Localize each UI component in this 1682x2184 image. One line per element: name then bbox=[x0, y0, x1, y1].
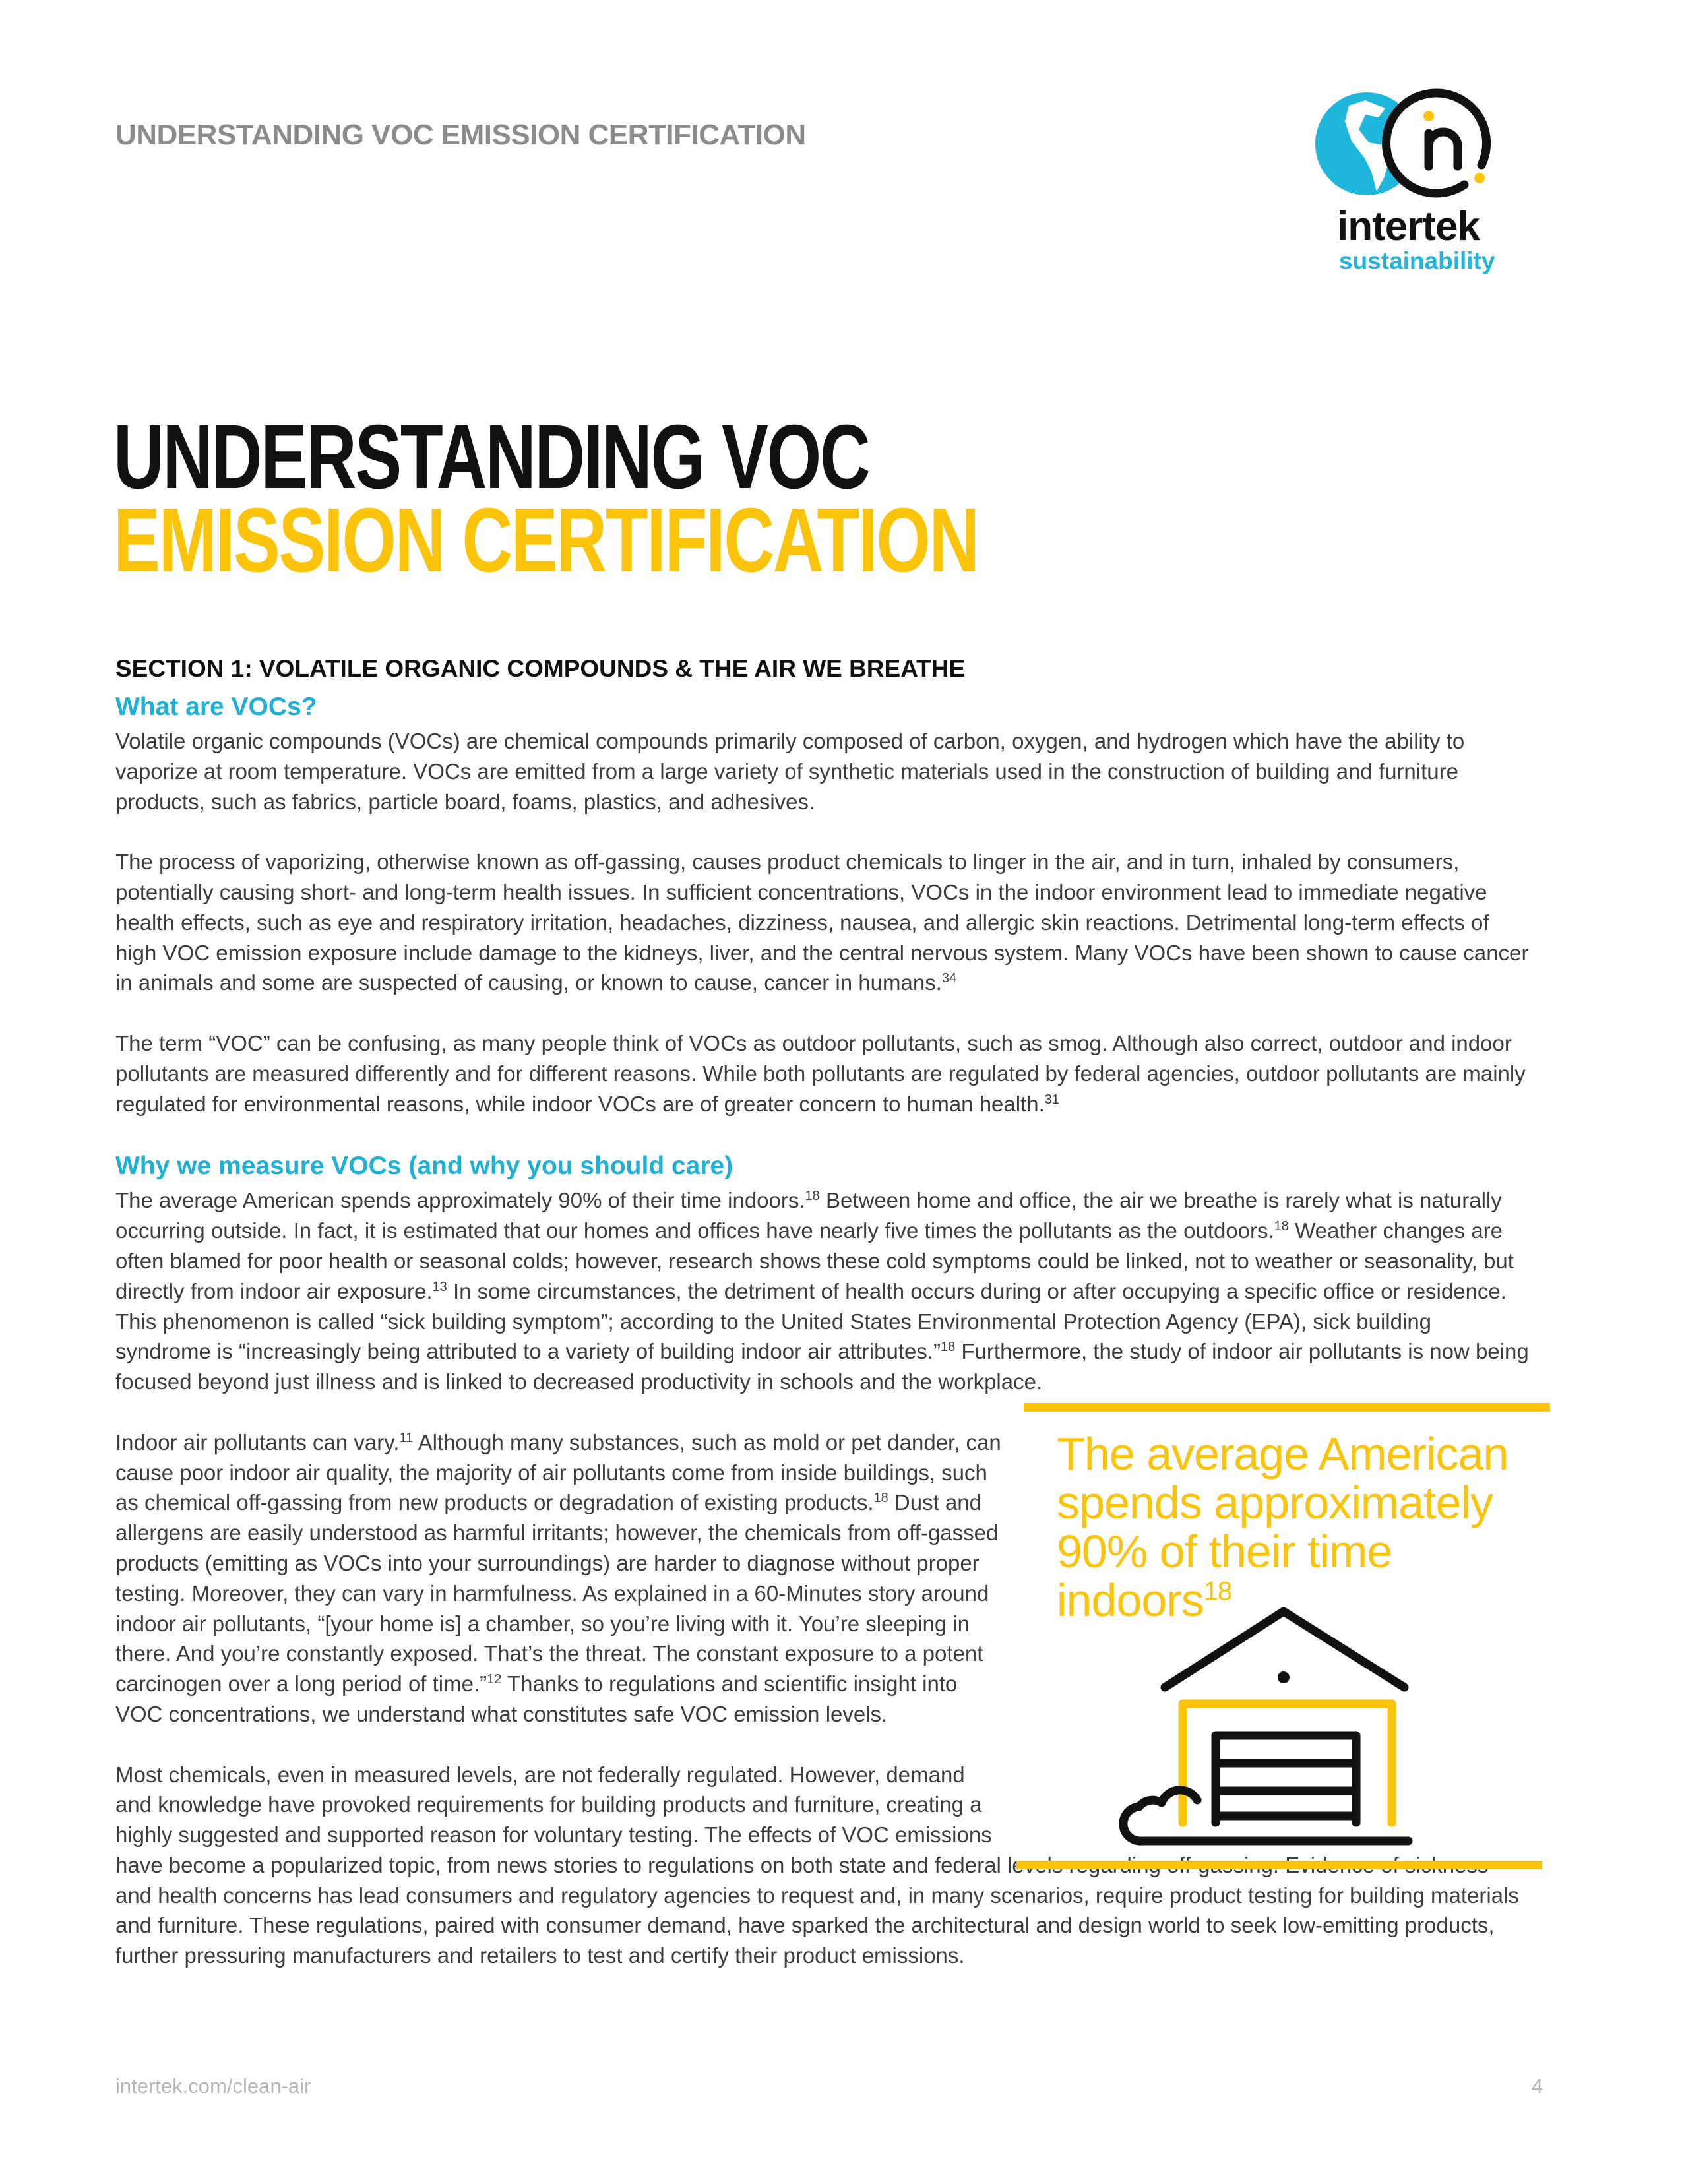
paragraph-text: The average American spends approximatel… bbox=[115, 1188, 805, 1213]
subheading-why-measure: Why we measure VOCs (and why you should … bbox=[115, 1152, 733, 1181]
footer-url-link[interactable]: intertek.com/clean-air bbox=[115, 2075, 311, 2098]
paragraph-text: Volatile organic compounds (VOCs) are ch… bbox=[115, 729, 1465, 814]
callout-text: The average American spends approximatel… bbox=[1057, 1429, 1532, 1625]
paragraph-text: Dust and allergens are easily understood… bbox=[115, 1490, 999, 1697]
logo-subtitle: sustainability bbox=[1339, 247, 1495, 274]
paragraph-text: In some circumstances, the detriment of … bbox=[115, 1278, 1507, 1364]
paragraph-text: Most chemicals, even in measured levels,… bbox=[115, 1762, 1519, 1968]
globe-in-logo-icon bbox=[1315, 86, 1503, 202]
paragraph: The process of vaporizing, otherwise kno… bbox=[115, 847, 1530, 998]
footnote-ref: 34 bbox=[941, 971, 957, 986]
page-number: 4 bbox=[1532, 2075, 1543, 2098]
callout-bottom-rule bbox=[1016, 1861, 1542, 1869]
paragraph: The average American spends approximatel… bbox=[115, 1185, 1530, 1397]
body-content: SECTION 1: VOLATILE ORGANIC COMPOUNDS & … bbox=[115, 650, 1530, 2001]
paragraph-text: Although many substances, such as mold o… bbox=[115, 1429, 1001, 1515]
paragraph: The term “VOC” can be confusing, as many… bbox=[115, 1028, 1530, 1119]
callout-quote: The average American spends approximatel… bbox=[1057, 1428, 1509, 1626]
logo-wordmark: intertek bbox=[1337, 204, 1480, 249]
footnote-ref: 18 bbox=[1274, 1219, 1289, 1234]
footnote-ref: 18 bbox=[940, 1340, 956, 1355]
paragraph-text: Weather changes are often blamed for poo… bbox=[115, 1218, 1514, 1303]
house-garage-icon bbox=[1119, 1607, 1413, 1846]
paragraph-text: Thanks to regulations and scientific ins… bbox=[115, 1671, 958, 1726]
paragraph-text: Between home and office, the air we brea… bbox=[115, 1188, 1502, 1243]
page-title: UNDERSTANDING VOC EMISSION CERTIFICATION bbox=[113, 406, 980, 591]
footnote-ref: 18 bbox=[805, 1189, 820, 1204]
intertek-sustainability-logo: intertek sustainability bbox=[1313, 86, 1524, 284]
title-line-2: EMISSION CERTIFICATION bbox=[113, 489, 980, 591]
paragraph-text: Furthermore, the study of indoor air pol… bbox=[115, 1339, 1529, 1394]
section-heading: SECTION 1: VOLATILE ORGANIC COMPOUNDS & … bbox=[115, 655, 966, 682]
paragraph: Indoor air pollutants can vary.11 Althou… bbox=[115, 1427, 1530, 1730]
footnote-ref: 18 bbox=[873, 1491, 888, 1506]
callout-top-rule bbox=[1024, 1403, 1550, 1412]
paragraph: Most chemicals, even in measured levels,… bbox=[115, 1760, 1530, 1972]
footnote-ref: 31 bbox=[1044, 1092, 1060, 1107]
paragraph: Volatile organic compounds (VOCs) are ch… bbox=[115, 726, 1530, 817]
subheading-what-are-vocs: What are VOCs? bbox=[115, 693, 317, 721]
paragraph-text: The process of vaporizing, otherwise kno… bbox=[115, 850, 1529, 995]
pull-quote-callout: The average American spends approximatel… bbox=[1016, 1403, 1551, 1878]
title-line-1: UNDERSTANDING VOC bbox=[113, 406, 871, 508]
footnote-ref: 13 bbox=[432, 1279, 447, 1294]
paragraph-text: The term “VOC” can be confusing, as many… bbox=[115, 1030, 1526, 1116]
paragraph-text: Indoor air pollutants can vary. bbox=[115, 1429, 400, 1454]
footnote-ref: 11 bbox=[399, 1430, 414, 1445]
running-header: UNDERSTANDING VOC EMISSION CERTIFICATION bbox=[115, 119, 806, 151]
callout-footnote-ref: 18 bbox=[1203, 1576, 1232, 1606]
footnote-ref: 12 bbox=[487, 1672, 502, 1687]
